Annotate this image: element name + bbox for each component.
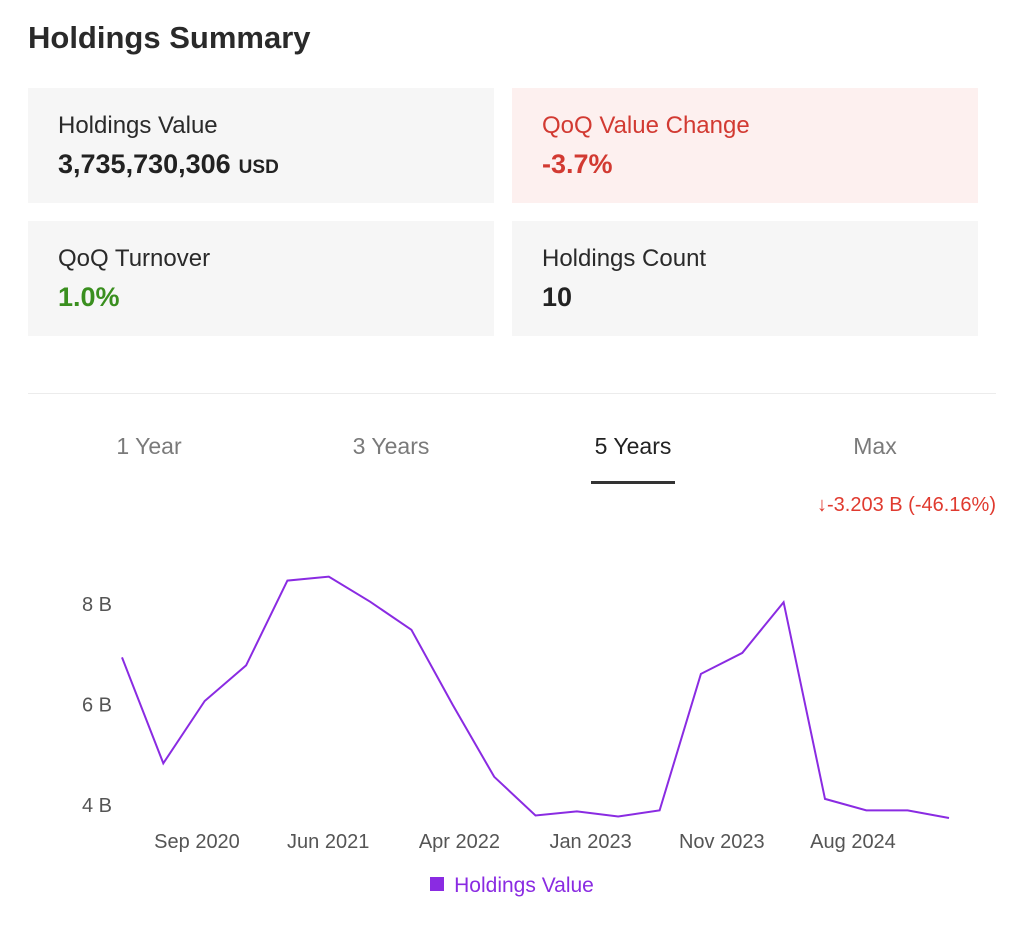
holdings-value-card: Holdings Value 3,735,730,306 USD <box>28 88 494 203</box>
tab-1-year[interactable]: 1 Year <box>116 433 182 459</box>
x-tick-label: Jan 2023 <box>549 831 631 853</box>
x-axis-ticks: Sep 2020 Jun 2021 Apr 2022 Jan 2023 Nov 2023… <box>154 831 896 853</box>
holdings-value-line <box>121 575 950 819</box>
holdings-count-card: Holdings Count 10 <box>512 221 978 336</box>
qoq-turnover-amount: 1.0% <box>58 282 120 312</box>
x-tick-label: Jun 2021 <box>287 831 369 853</box>
holdings-value-number: 3,735,730,306 <box>58 149 231 179</box>
x-tick-label: Apr 2022 <box>419 831 500 853</box>
y-tick-label: 4 B <box>82 795 112 817</box>
page-title: Holdings Summary <box>28 20 311 55</box>
qoq-value-change-card: QoQ Value Change -3.7% <box>512 88 978 203</box>
x-tick-label: Aug 2024 <box>810 831 896 853</box>
holdings-value-amount: 3,735,730,306 USD <box>58 148 494 184</box>
tab-max[interactable]: Max <box>853 433 897 459</box>
tab-3-years[interactable]: 3 Years <box>352 433 430 459</box>
x-tick-label: Sep 2020 <box>154 831 240 853</box>
period-change-text: -3.203 B (-46.16%) <box>827 494 996 516</box>
period-tabs: 1 Year 3 Years 5 Years Max <box>28 420 996 486</box>
holdings-value-chart: 4 B 6 B 8 B Sep 2020 Jun 2021 Apr 2022 Jan 20… <box>82 574 952 853</box>
tab-5-years[interactable]: 5 Years <box>512 420 754 486</box>
chart-legend[interactable]: Holdings Value <box>0 874 1024 898</box>
holdings-count-label: Holdings Count <box>542 245 707 272</box>
holdings-value-points <box>119 574 952 821</box>
y-tick-label: 6 B <box>82 695 112 717</box>
qoq-turnover-label: QoQ Turnover <box>58 245 211 272</box>
x-tick-label: Nov 2023 <box>679 831 765 853</box>
section-divider <box>28 393 996 394</box>
holdings-value-unit: USD <box>238 157 279 178</box>
legend-label: Holdings Value <box>454 874 594 897</box>
period-change: ↓-3.203 B (-46.16%) <box>817 494 996 517</box>
holdings-count-amount: 10 <box>542 282 573 312</box>
qoq-value-change-amount: -3.7% <box>542 149 613 179</box>
down-arrow-icon: ↓ <box>817 494 828 516</box>
legend-swatch-icon <box>430 877 445 891</box>
qoq-value-change-label: QoQ Value Change <box>542 112 750 139</box>
y-tick-label: 8 B <box>82 594 112 616</box>
y-axis-ticks: 4 B 6 B 8 B <box>82 594 112 817</box>
qoq-turnover-card: QoQ Turnover 1.0% <box>28 221 494 336</box>
holdings-value-label: Holdings Value <box>58 112 218 139</box>
